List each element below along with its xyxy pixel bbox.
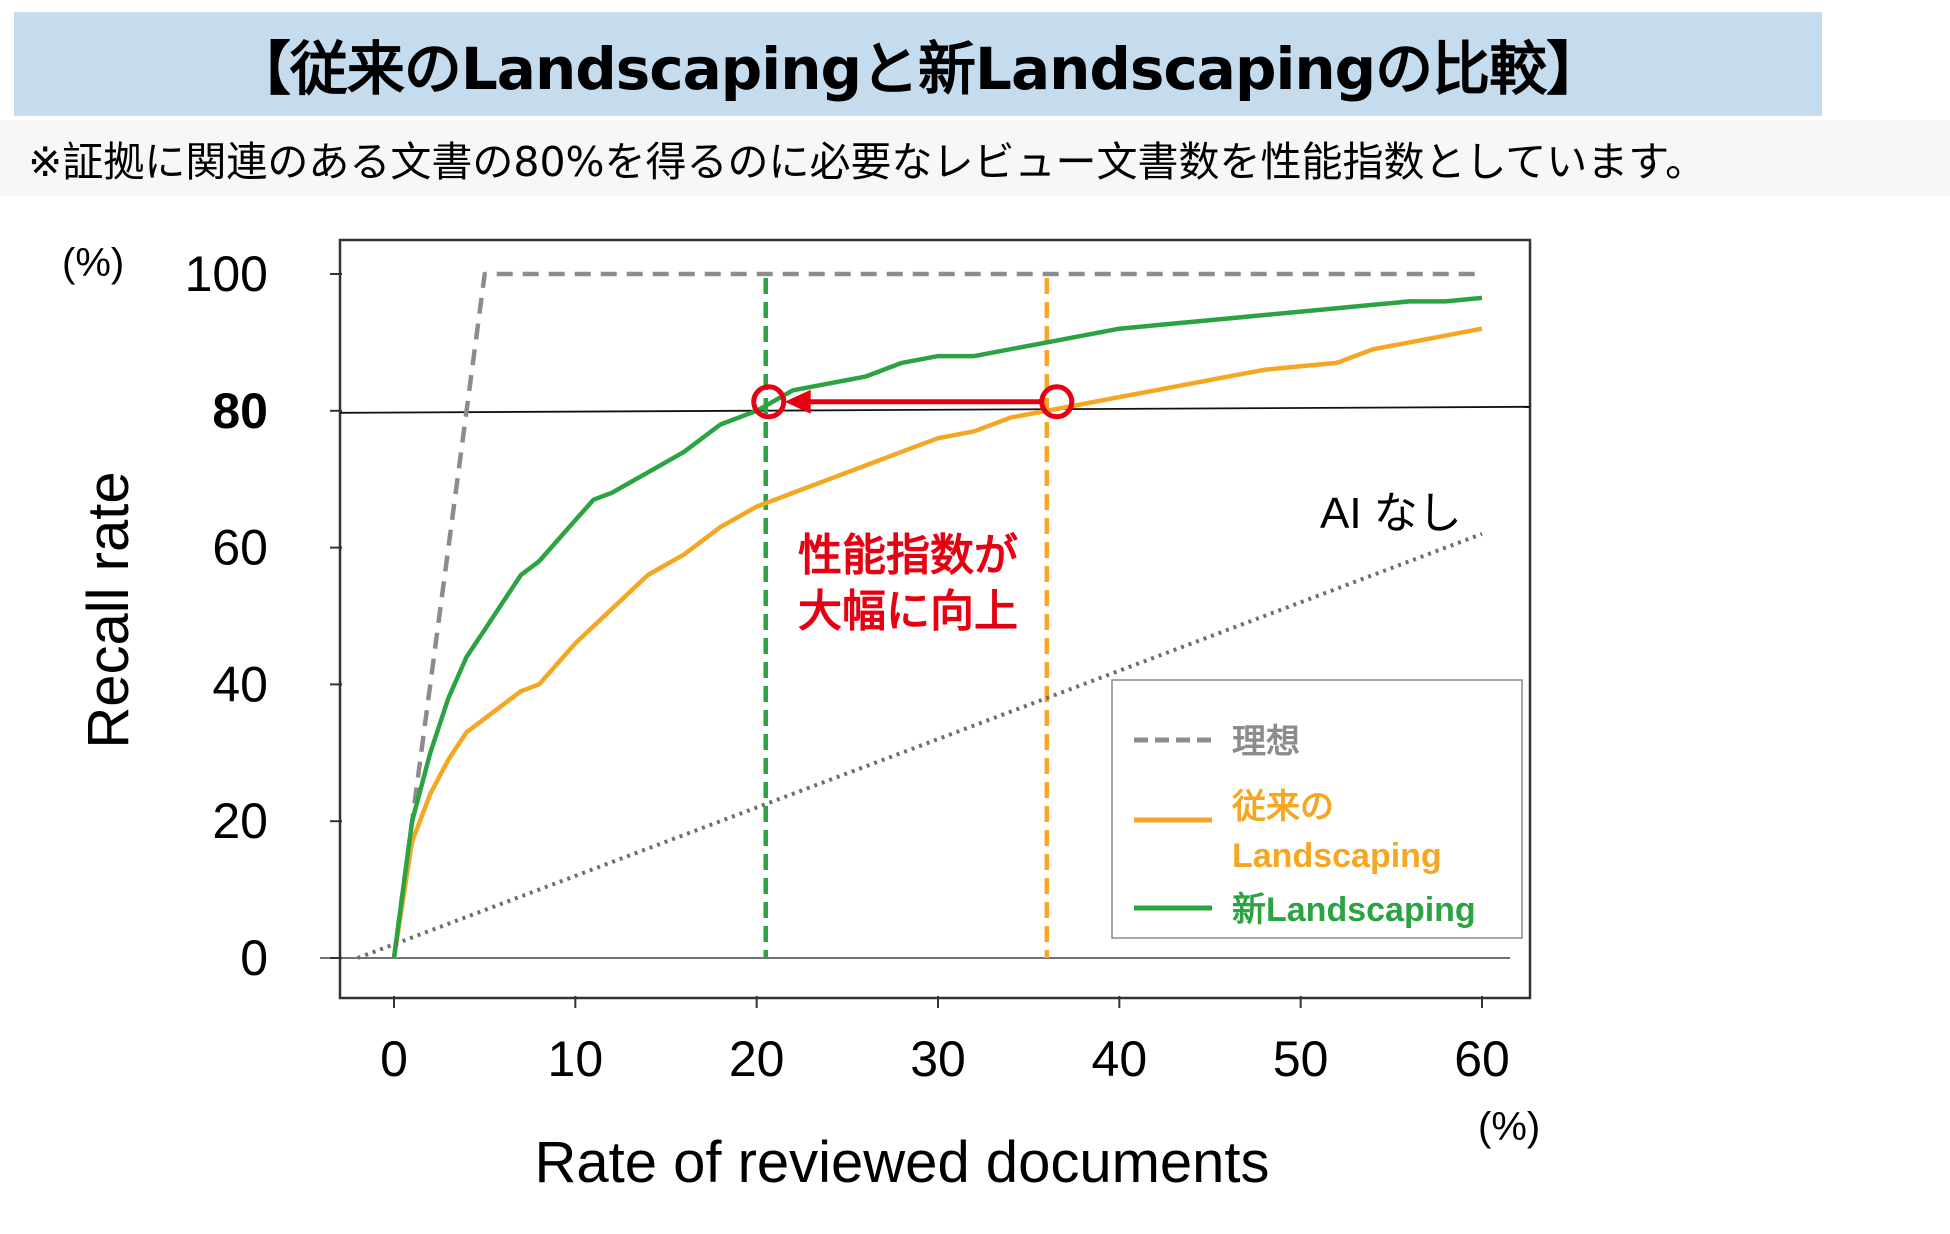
recall-80-line [339,405,1531,414]
legend-label: 理想 [1232,723,1300,761]
series-line [391,326,1483,959]
y-tick-label: 80 [212,383,268,439]
x-tick-label: 10 [548,1031,604,1087]
y-tick-label: 40 [212,656,268,712]
x-tick-label: 40 [1092,1031,1148,1087]
improvement-label: 大幅に向上 [798,587,1018,636]
legend-label: 新Landscaping [1232,891,1476,929]
reference-lines [320,278,1531,959]
x-unit-label: (%) [1478,1105,1540,1149]
y-tick-label: 60 [212,520,268,576]
ticks-layer: 0 20 40 60 80 100 0 10 20 30 40 50 60 [185,246,1510,1087]
x-tick-label: 0 [380,1031,408,1087]
y-tick-label: 100 [185,246,268,302]
x-tick-label: 60 [1454,1031,1510,1087]
series-line [391,271,1482,959]
legend-label: 従来の [1231,788,1334,826]
new-landscaping-80-marker [751,384,787,420]
plot-frame [338,238,1532,1000]
legend-box [1111,679,1523,939]
series-line [391,295,1483,959]
x-tick-label: 30 [910,1031,966,1087]
no-ai-label: AI なし [1320,489,1462,538]
series-line [356,532,1483,960]
subtitle-strip [0,120,1950,196]
page-title: 【従来のLandscapingと新Landscapingの比較】 [232,35,1604,103]
y-axis-title: Recall rate [76,471,141,748]
title-banner: 【従来のLandscapingと新Landscapingの比較】 [14,12,1822,116]
y-unit-label: (%) [62,241,124,285]
page-note: ※証拠に関連のある文書の80%を得るのに必要なレビュー文書数を性能指数としていま… [28,138,1707,186]
x-tick-label: 50 [1273,1031,1329,1087]
series-layer [356,271,1483,960]
y-tick-label: 20 [212,793,268,849]
old-landscaping-80-marker [1039,384,1075,420]
y-tick-label: 0 [240,930,268,986]
improvement-label: 性能指数が [798,531,1018,580]
x-axis-title: Rate of reviewed documents [534,1130,1269,1195]
x-tick-label: 20 [729,1031,785,1087]
improvement-arrowhead [784,389,811,414]
legend-label: Landscaping [1232,837,1442,875]
